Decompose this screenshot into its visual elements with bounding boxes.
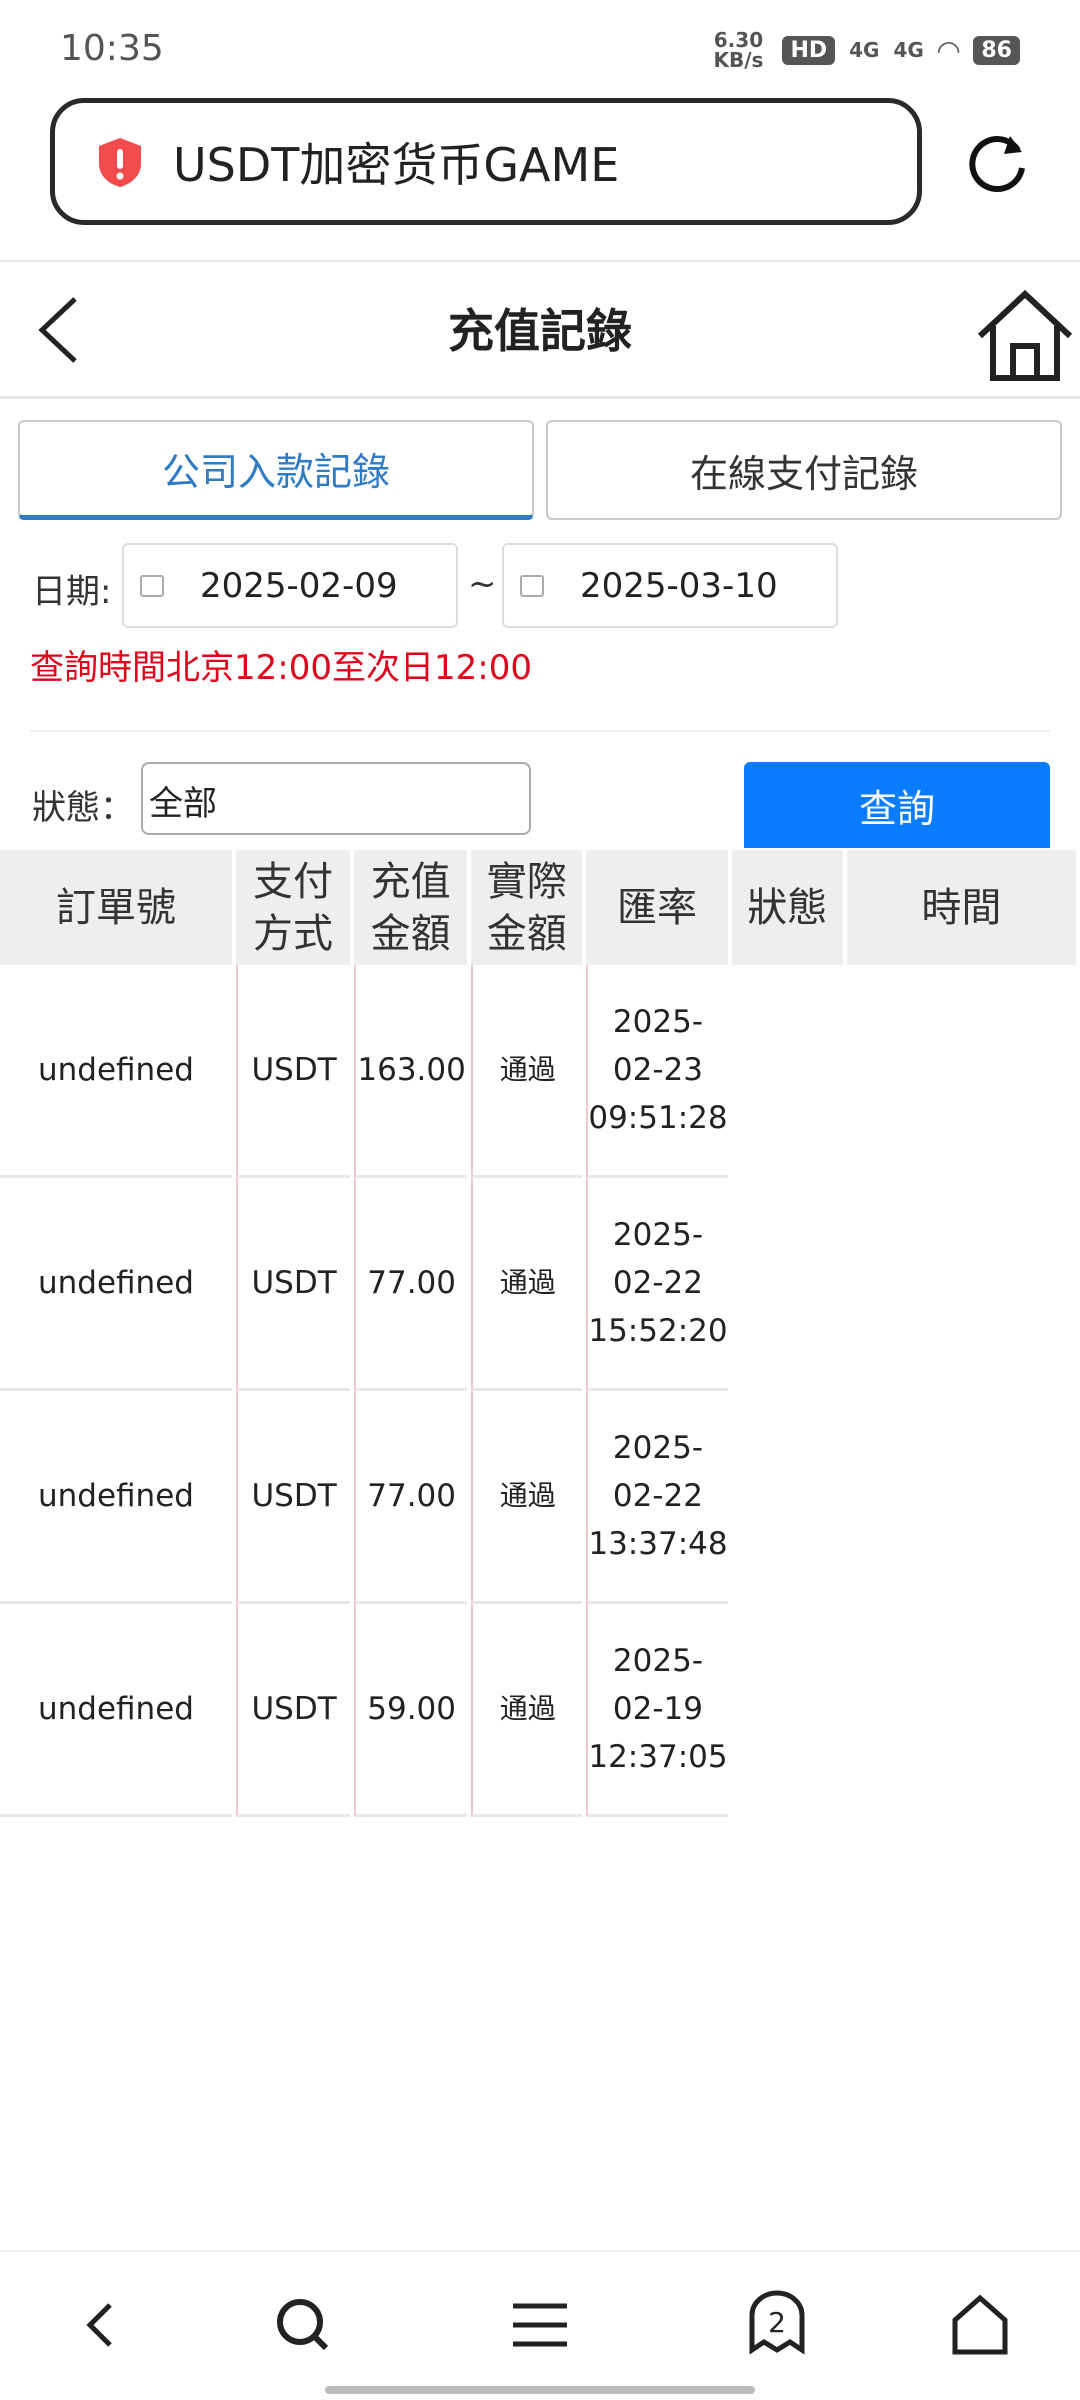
table-cell: 163.00 — [354, 965, 468, 1178]
records-table: 訂單號 支付 方式 充值 金額 實際 金額 匯率 狀態 時間 undefined USDT 16… — [0, 850, 1080, 1817]
table-row: undefined USDT 163.00 通過 2025- 02-23 09:51:2… — [0, 965, 1076, 1178]
page-title: 充值記錄 — [448, 304, 632, 358]
table-cell: undefined — [0, 965, 232, 1178]
query-button[interactable]: 查詢 — [744, 762, 1050, 848]
calendar-icon — [520, 574, 544, 597]
date-to-input[interactable]: 2025-03-10 — [502, 543, 838, 628]
date-separator: ~ — [468, 564, 497, 604]
empty-cell — [732, 1178, 1076, 1391]
search-icon[interactable] — [268, 2290, 338, 2360]
table-cell: undefined — [0, 1391, 232, 1604]
menu-icon[interactable] — [505, 2290, 575, 2360]
gesture-bar[interactable] — [325, 2386, 755, 2394]
address-bar[interactable]: USDT加密货币GAME — [50, 98, 922, 225]
tab-online-payment[interactable]: 在線支付記錄 — [546, 420, 1062, 520]
signal-icon: 4G — [893, 38, 924, 62]
column-header: 狀態 — [731, 850, 843, 965]
table-cell: 通過 — [471, 1178, 583, 1391]
date-from-value: 2025-02-09 — [200, 565, 398, 606]
status-select[interactable]: 全部 — [141, 762, 531, 835]
table-row: undefined USDT 77.00 通過 2025- 02-22 15:52:20 — [0, 1178, 1076, 1391]
column-header: 支付 方式 — [235, 850, 351, 965]
tabs-icon[interactable]: 2 — [742, 2290, 812, 2360]
status-icons: 6.30 KB/s HD 4G 4G ◠ 86 — [708, 30, 1020, 70]
chevron-left-icon[interactable] — [30, 295, 90, 365]
table-row: undefined USDT 59.00 通過 2025- 02-19 12:37:05 — [0, 1604, 1076, 1817]
shield-alert-icon — [99, 137, 141, 187]
reload-icon[interactable] — [962, 128, 1032, 198]
back-icon[interactable] — [65, 2290, 135, 2360]
bottom-nav — [0, 2250, 1080, 2400]
clock: 10:35 — [60, 28, 164, 69]
status-bar: 10:35 6.30 KB/s HD 4G 4G ◠ 86 — [0, 0, 1080, 90]
date-label: 日期: — [32, 572, 112, 612]
table-cell: USDT — [235, 1604, 351, 1817]
tab-count: 2 — [768, 2306, 786, 2339]
table-cell: 77.00 — [354, 1391, 468, 1604]
signal-icon: 4G — [849, 38, 880, 62]
home-icon[interactable] — [975, 288, 1075, 383]
column-header: 匯率 — [586, 850, 728, 965]
column-header: 時間 — [846, 850, 1076, 965]
table-cell: 2025- 02-22 13:37:48 — [586, 1391, 728, 1604]
table-row: undefined USDT 77.00 通過 2025- 02-22 13:37:48 — [0, 1391, 1076, 1604]
column-header: 訂單號 — [0, 850, 232, 965]
date-to-value: 2025-03-10 — [580, 565, 778, 606]
calendar-icon — [140, 574, 164, 597]
table-cell: USDT — [235, 1178, 351, 1391]
table-cell: 通過 — [471, 965, 583, 1178]
table-cell: 77.00 — [354, 1178, 468, 1391]
table-cell: USDT — [235, 965, 351, 1178]
empty-cell — [732, 1604, 1076, 1817]
divider — [0, 396, 1080, 399]
table-cell: 通過 — [471, 1391, 583, 1604]
tab-company-deposit[interactable]: 公司入款記錄 — [18, 420, 534, 520]
query-time-note: 查詢時間北京12:00至次日12:00 — [30, 648, 532, 688]
table-cell: 通過 — [471, 1604, 583, 1817]
divider — [0, 260, 1080, 262]
net-speed: 6.30 KB/s — [713, 28, 764, 72]
table-cell: USDT — [235, 1391, 351, 1604]
table-cell: 59.00 — [354, 1604, 468, 1817]
column-header: 充值 金額 — [354, 850, 468, 965]
column-header: 實際 金額 — [471, 850, 583, 965]
divider — [30, 730, 1050, 732]
empty-cell — [732, 965, 1076, 1178]
table-cell: 2025- 02-22 15:52:20 — [586, 1178, 728, 1391]
home-icon[interactable] — [945, 2290, 1015, 2360]
battery-icon: 86 — [973, 35, 1020, 65]
hd-icon: HD — [782, 35, 836, 65]
wifi-icon: ◠ — [937, 33, 960, 67]
table-cell: 2025- 02-19 12:37:05 — [586, 1604, 728, 1817]
table-cell: undefined — [0, 1604, 232, 1817]
table-cell: 2025- 02-23 09:51:28 — [586, 965, 728, 1178]
table-cell: undefined — [0, 1178, 232, 1391]
status-label: 狀態： — [32, 788, 134, 828]
empty-cell — [732, 1391, 1076, 1604]
url-title: USDT加密货币GAME — [173, 137, 620, 192]
date-from-input[interactable]: 2025-02-09 — [122, 543, 458, 628]
